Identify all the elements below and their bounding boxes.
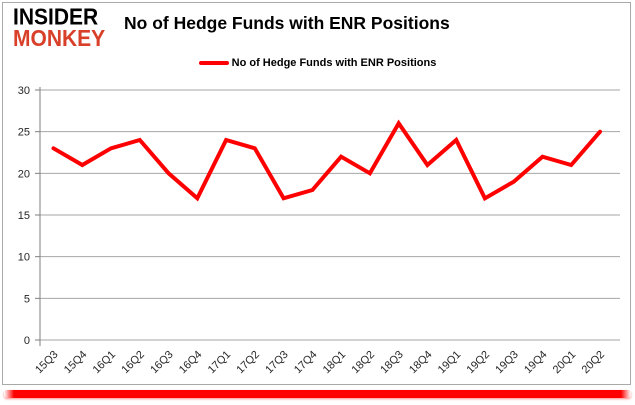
x-tick-label: 18Q2 bbox=[349, 349, 377, 377]
x-tick-label: 15Q3 bbox=[33, 349, 61, 377]
x-tick-label: 17Q3 bbox=[263, 349, 291, 377]
x-tick-label: 18Q3 bbox=[378, 349, 406, 377]
y-tick-label: 15 bbox=[18, 210, 30, 222]
x-tick-label: 19Q4 bbox=[522, 349, 550, 377]
page-title: No of Hedge Funds with ENR Positions bbox=[124, 13, 450, 33]
y-tick-label: 30 bbox=[18, 85, 30, 97]
legend-line-swatch-icon bbox=[198, 61, 229, 65]
x-tick-label: 15Q4 bbox=[62, 349, 90, 377]
x-tick-label: 16Q4 bbox=[177, 349, 205, 377]
logo-word-insider: INSIDER bbox=[13, 4, 99, 30]
chart-legend: No of Hedge Funds with ENR Positions bbox=[0, 57, 635, 69]
x-tick-label: 19Q2 bbox=[464, 349, 492, 377]
x-tick-label: 20Q1 bbox=[551, 349, 579, 377]
chart-frame bbox=[2, 2, 631, 385]
y-tick-label: 20 bbox=[18, 168, 30, 180]
logo-word-monkey: MONKEY bbox=[13, 26, 106, 52]
x-tick-label: 17Q2 bbox=[234, 349, 262, 377]
x-tick-label: 17Q1 bbox=[206, 349, 234, 377]
x-tick-label: 17Q4 bbox=[292, 349, 320, 377]
y-tick-label: 25 bbox=[18, 127, 30, 139]
x-tick-label: 19Q3 bbox=[493, 349, 521, 377]
x-tick-label: 16Q1 bbox=[91, 349, 119, 377]
legend-label: No of Hedge Funds with ENR Positions bbox=[231, 57, 437, 69]
data-line bbox=[51, 119, 602, 202]
x-tick-label: 16Q2 bbox=[119, 349, 147, 377]
x-tick-label: 18Q1 bbox=[321, 349, 349, 377]
x-tick-label: 16Q3 bbox=[148, 349, 176, 377]
bottom-red-bar bbox=[4, 390, 631, 398]
x-tick-label: 19Q1 bbox=[436, 349, 464, 377]
x-tick-label: 18Q4 bbox=[407, 349, 435, 377]
x-tick-label: 20Q2 bbox=[580, 349, 608, 377]
y-tick-label: 0 bbox=[24, 335, 30, 347]
insider-monkey-logo: INSIDER MONKEY bbox=[13, 4, 106, 52]
y-tick-label: 10 bbox=[18, 252, 30, 264]
y-tick-label: 5 bbox=[24, 293, 30, 305]
